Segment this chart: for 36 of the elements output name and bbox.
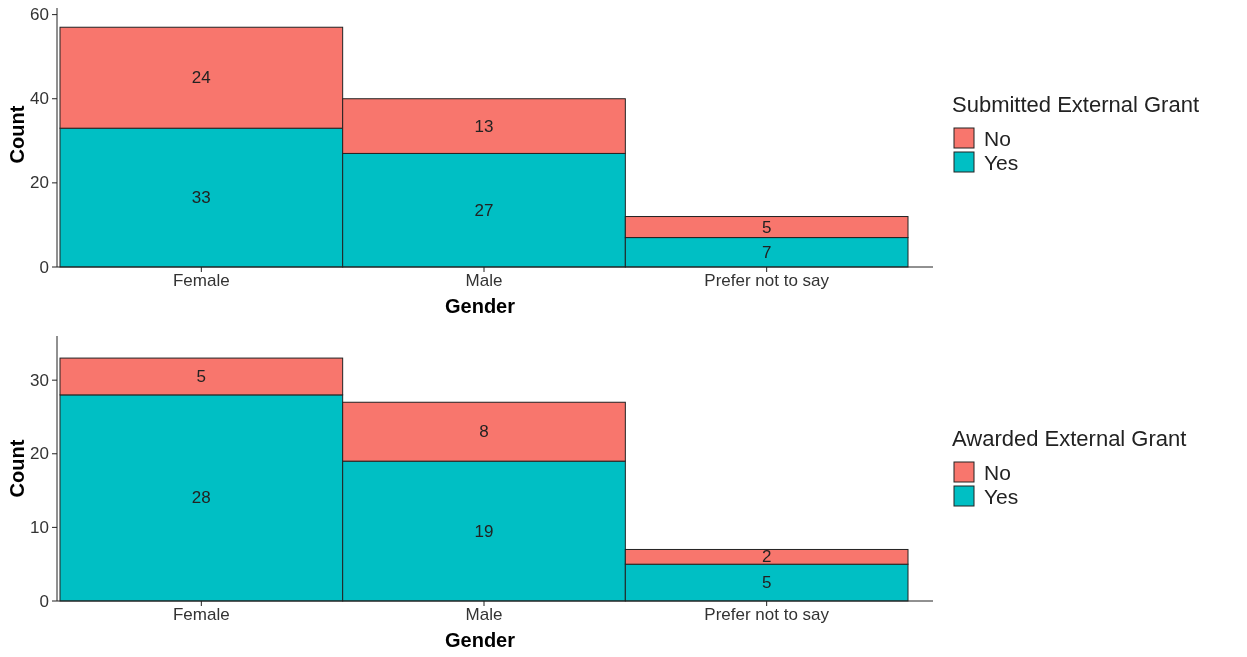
data-label: 5	[761, 217, 772, 237]
legend-title: Awarded External Grant	[952, 426, 1187, 451]
data-label: 19	[474, 521, 494, 541]
data-label: 5	[761, 573, 772, 593]
x-tick-label: Male	[465, 605, 503, 624]
y-tick-label: 20	[30, 444, 49, 464]
y-tick-label: 40	[30, 89, 49, 109]
data-label: 2	[761, 547, 772, 567]
x-tick-label: Female	[172, 605, 230, 624]
data-label: 7	[761, 242, 772, 262]
y-tick-label: 10	[30, 517, 49, 537]
y-tick-label: 20	[30, 173, 49, 193]
data-label: 24	[191, 68, 211, 88]
y-axis-title: Count	[6, 105, 28, 164]
y-axis-title: Count	[6, 439, 28, 498]
data-label: 5	[196, 366, 207, 386]
x-axis-title: Gender	[444, 629, 516, 651]
x-tick-label: Female	[172, 271, 230, 290]
x-tick-label: Prefer not to say	[704, 271, 830, 290]
data-label: 13	[474, 116, 494, 136]
data-label: 28	[191, 488, 211, 508]
legend-label: Yes	[984, 150, 1019, 174]
y-tick-label: 30	[30, 370, 49, 390]
legend-title: Submitted External Grant	[952, 92, 1200, 117]
y-tick-label: 0	[39, 257, 49, 277]
legend-label: No	[984, 126, 1011, 150]
x-axis-title: Gender	[444, 295, 516, 317]
y-tick-label: 0	[39, 591, 49, 611]
data-label: 33	[191, 188, 211, 208]
x-tick-label: Prefer not to say	[704, 605, 830, 624]
data-label: 8	[479, 422, 489, 442]
y-tick-label: 60	[30, 5, 49, 25]
legend-label: No	[984, 460, 1011, 484]
data-label: 27	[474, 200, 494, 220]
legend-label: Yes	[984, 484, 1019, 508]
x-tick-label: Male	[465, 271, 503, 290]
